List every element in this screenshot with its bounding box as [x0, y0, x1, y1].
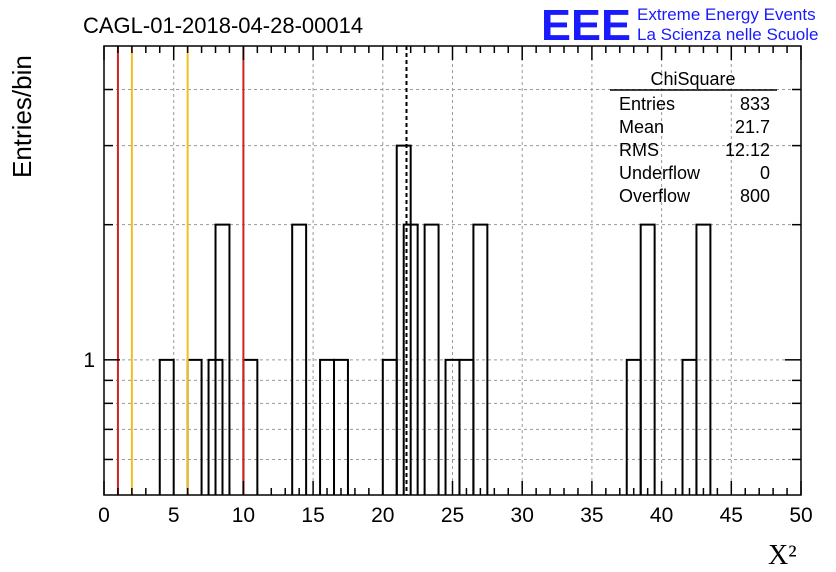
x-axis-label: X²	[768, 540, 797, 571]
stats-value: 0	[760, 163, 770, 183]
y-axis-label: Entries/bin	[7, 55, 37, 178]
histogram-bar	[423, 223, 440, 495]
x-tick-label: 50	[789, 504, 812, 527]
histogram-bar	[158, 358, 175, 495]
stats-title: ChiSquare	[650, 69, 735, 89]
stats-label: Mean	[619, 117, 664, 137]
stats-value: 21.7	[735, 117, 770, 137]
histogram-bar	[472, 223, 489, 495]
x-tick-label: 20	[371, 504, 394, 527]
stats-label: RMS	[619, 140, 659, 160]
stats-value: 800	[740, 186, 770, 206]
x-tick-label: 40	[650, 504, 673, 527]
stats-label: Underflow	[619, 163, 701, 183]
stats-label: Entries	[619, 94, 675, 114]
histogram-bar	[402, 223, 419, 495]
stats-value: 12.12	[725, 140, 770, 160]
histogram-bars	[158, 144, 712, 495]
histogram-bar	[639, 223, 656, 495]
x-tick-label: 45	[720, 504, 743, 527]
x-tick-label: 35	[580, 504, 603, 527]
histogram-bar	[333, 358, 349, 495]
histogram-bar	[291, 223, 308, 495]
x-tick-label: 5	[168, 504, 180, 527]
axis-ticks: 0 5 10 15 20 25 30 35 40 45 50 1	[83, 46, 813, 527]
histogram-bar	[395, 144, 412, 495]
x-tick-label: 25	[441, 504, 464, 527]
histogram-bar	[214, 223, 231, 495]
reference-lines	[116, 46, 408, 495]
x-tick-label: 30	[511, 504, 534, 527]
x-tick-label: 0	[98, 504, 110, 527]
stats-label: Overflow	[619, 186, 691, 206]
eee-logo: EEE	[541, 1, 631, 50]
stats-value: 833	[740, 94, 770, 114]
x-tick-label: 15	[301, 504, 324, 527]
y-tick-label: 1	[83, 349, 95, 372]
logo-line-1: Extreme Energy Events	[637, 5, 816, 24]
x-tick-label: 10	[232, 504, 255, 527]
chart-title: CAGL-01-2018-04-28-00014	[83, 13, 363, 38]
logo-line-2: La Scienza nelle Scuole	[637, 25, 818, 44]
histogram-bar	[695, 223, 712, 495]
stats-box: ChiSquare Entries 833 Mean 21.7 RMS 12.12 Unde…	[610, 69, 777, 206]
